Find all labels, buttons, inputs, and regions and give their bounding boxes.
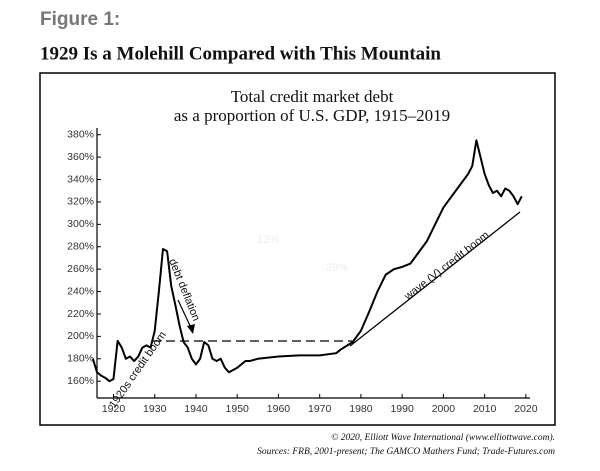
- data-line: [91, 139, 523, 383]
- y-tick-label: 280%: [67, 241, 94, 253]
- annotation: wave (V) credit boom: [402, 229, 492, 303]
- x-tick-label: 1990: [390, 403, 414, 415]
- x-tick-label: 1940: [184, 403, 208, 415]
- y-tick-label: 360%: [67, 151, 94, 163]
- x-tick-label: 2000: [432, 403, 456, 415]
- x-tick-label: 1930: [143, 403, 167, 415]
- y-tick-label: 160%: [67, 375, 94, 387]
- chart-title: as a proportion of U.S. GDP, 1915–2019: [174, 106, 450, 125]
- y-tick-label: 300%: [67, 218, 94, 230]
- footer: Sources: FRB, 2001-present; The GAMCO Ma…: [257, 447, 555, 457]
- x-tick-label: 2010: [473, 403, 497, 415]
- footer: © 2020, Elliott Wave International (www.…: [331, 432, 555, 443]
- chart-title: Total credit market debt: [231, 87, 394, 106]
- x-tick-label: 1920: [102, 403, 126, 415]
- x-tick-label: 2020: [514, 403, 538, 415]
- x-tick-label: 1950: [226, 403, 250, 415]
- trend-line: [349, 211, 521, 347]
- y-tick-label: 240%: [67, 285, 94, 297]
- y-tick-label: 220%: [67, 308, 94, 320]
- y-tick-label: 200%: [67, 330, 94, 342]
- x-tick-label: 1970: [308, 403, 332, 415]
- y-tick-label: 260%: [67, 263, 94, 275]
- y-tick-label: 320%: [67, 196, 94, 208]
- x-tick-label: 1960: [267, 403, 291, 415]
- y-tick-label: 380%: [67, 129, 94, 141]
- y-tick-label: 340%: [67, 173, 94, 185]
- arrow: [177, 299, 193, 331]
- x-tick-label: 1980: [349, 403, 373, 415]
- watermark: 13%: [257, 234, 279, 246]
- headline: 1929 Is a Molehill Compared with This Mo…: [40, 43, 441, 64]
- figure-label: Figure 1:: [40, 9, 120, 30]
- watermark: 29%: [326, 262, 348, 274]
- y-tick-label: 180%: [67, 353, 94, 365]
- frame: [39, 72, 556, 426]
- arrow-head: [187, 324, 195, 334]
